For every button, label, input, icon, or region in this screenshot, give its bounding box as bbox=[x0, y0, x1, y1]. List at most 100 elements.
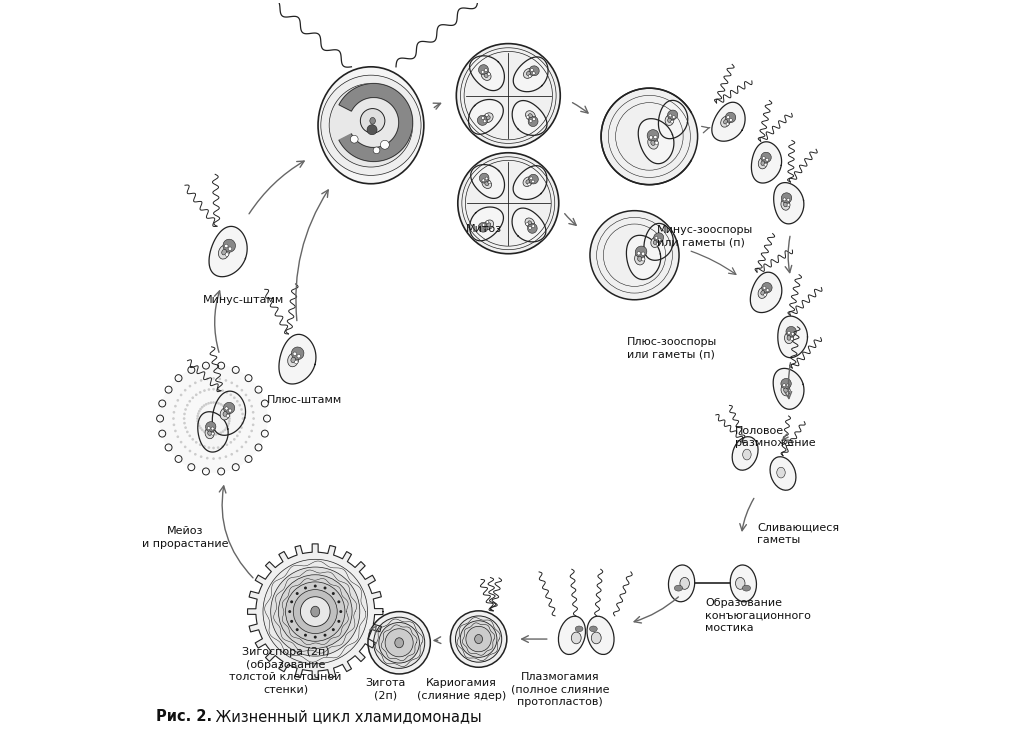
Circle shape bbox=[205, 432, 208, 434]
Ellipse shape bbox=[587, 616, 614, 654]
Ellipse shape bbox=[781, 384, 791, 396]
Ellipse shape bbox=[523, 177, 532, 186]
Circle shape bbox=[324, 634, 327, 637]
Ellipse shape bbox=[591, 632, 601, 644]
Ellipse shape bbox=[680, 577, 689, 589]
Circle shape bbox=[528, 75, 531, 78]
Ellipse shape bbox=[486, 223, 490, 227]
Ellipse shape bbox=[730, 565, 757, 601]
Ellipse shape bbox=[528, 174, 539, 184]
Circle shape bbox=[201, 429, 204, 432]
Circle shape bbox=[195, 441, 198, 444]
Circle shape bbox=[219, 432, 222, 434]
Text: Зигоспора (2п)
(образование
толстой клеточной
стенки): Зигоспора (2п) (образование толстой клет… bbox=[229, 647, 342, 695]
Circle shape bbox=[279, 574, 352, 649]
Polygon shape bbox=[512, 100, 547, 135]
Circle shape bbox=[172, 417, 175, 420]
Circle shape bbox=[210, 433, 212, 436]
Circle shape bbox=[224, 379, 227, 381]
Ellipse shape bbox=[786, 326, 797, 337]
Ellipse shape bbox=[222, 249, 226, 255]
Circle shape bbox=[188, 384, 191, 387]
Circle shape bbox=[212, 457, 215, 460]
Ellipse shape bbox=[395, 638, 403, 648]
Polygon shape bbox=[751, 272, 782, 313]
Polygon shape bbox=[279, 334, 316, 384]
Ellipse shape bbox=[525, 111, 536, 120]
Circle shape bbox=[211, 427, 214, 430]
Circle shape bbox=[337, 601, 340, 604]
Circle shape bbox=[481, 117, 484, 120]
Circle shape bbox=[324, 586, 327, 589]
Circle shape bbox=[212, 433, 215, 436]
Circle shape bbox=[252, 411, 255, 414]
Polygon shape bbox=[773, 368, 804, 409]
Circle shape bbox=[488, 181, 490, 184]
Circle shape bbox=[290, 620, 293, 623]
Circle shape bbox=[221, 404, 224, 407]
Text: Кариогамия
(слияние ядер): Кариогамия (слияние ядер) bbox=[417, 678, 506, 701]
Circle shape bbox=[526, 116, 529, 118]
Circle shape bbox=[373, 147, 380, 153]
Circle shape bbox=[224, 456, 227, 458]
Circle shape bbox=[483, 120, 486, 123]
Text: Плазмогамия
(полное слияние
протопластов): Плазмогамия (полное слияние протопластов… bbox=[511, 672, 609, 707]
Polygon shape bbox=[471, 165, 505, 198]
Circle shape bbox=[655, 236, 657, 239]
Circle shape bbox=[200, 408, 202, 411]
Ellipse shape bbox=[525, 218, 535, 227]
Ellipse shape bbox=[477, 115, 487, 126]
Ellipse shape bbox=[484, 73, 488, 78]
Circle shape bbox=[783, 198, 786, 201]
Circle shape bbox=[792, 332, 795, 335]
Text: Сливающиеся
гаметы: Сливающиеся гаметы bbox=[757, 522, 839, 545]
Ellipse shape bbox=[590, 626, 597, 632]
Ellipse shape bbox=[292, 347, 304, 360]
Circle shape bbox=[183, 417, 185, 420]
Ellipse shape bbox=[484, 182, 488, 186]
Circle shape bbox=[649, 136, 652, 139]
Ellipse shape bbox=[523, 69, 534, 79]
Ellipse shape bbox=[653, 233, 664, 242]
Ellipse shape bbox=[482, 179, 492, 188]
Circle shape bbox=[225, 444, 228, 446]
Circle shape bbox=[658, 239, 662, 241]
Ellipse shape bbox=[653, 240, 657, 245]
Circle shape bbox=[329, 84, 413, 167]
Circle shape bbox=[466, 626, 492, 652]
Circle shape bbox=[236, 384, 239, 387]
Circle shape bbox=[528, 227, 531, 230]
Circle shape bbox=[227, 422, 230, 425]
Polygon shape bbox=[638, 119, 674, 164]
Circle shape bbox=[197, 420, 199, 423]
Ellipse shape bbox=[528, 117, 538, 126]
Circle shape bbox=[184, 408, 187, 411]
Ellipse shape bbox=[783, 202, 787, 206]
Circle shape bbox=[529, 120, 532, 123]
Circle shape bbox=[221, 430, 224, 433]
Circle shape bbox=[180, 393, 182, 396]
Ellipse shape bbox=[528, 114, 532, 117]
Ellipse shape bbox=[725, 112, 736, 123]
Circle shape bbox=[212, 377, 215, 380]
Circle shape bbox=[245, 441, 248, 444]
Circle shape bbox=[180, 441, 182, 444]
Ellipse shape bbox=[647, 129, 658, 141]
Circle shape bbox=[486, 221, 488, 224]
Circle shape bbox=[374, 617, 425, 668]
Circle shape bbox=[339, 610, 342, 613]
Text: Минус-зооспоры
или гаметы (п): Минус-зооспоры или гаметы (п) bbox=[656, 225, 753, 248]
Circle shape bbox=[201, 406, 204, 408]
Circle shape bbox=[225, 426, 228, 429]
Ellipse shape bbox=[777, 468, 785, 478]
Circle shape bbox=[727, 116, 729, 119]
Circle shape bbox=[217, 402, 220, 405]
Circle shape bbox=[227, 412, 230, 415]
Circle shape bbox=[296, 628, 299, 631]
Circle shape bbox=[241, 446, 244, 448]
Circle shape bbox=[218, 457, 221, 459]
Circle shape bbox=[293, 352, 297, 355]
Ellipse shape bbox=[675, 585, 683, 591]
Circle shape bbox=[225, 408, 228, 411]
Circle shape bbox=[641, 252, 645, 255]
